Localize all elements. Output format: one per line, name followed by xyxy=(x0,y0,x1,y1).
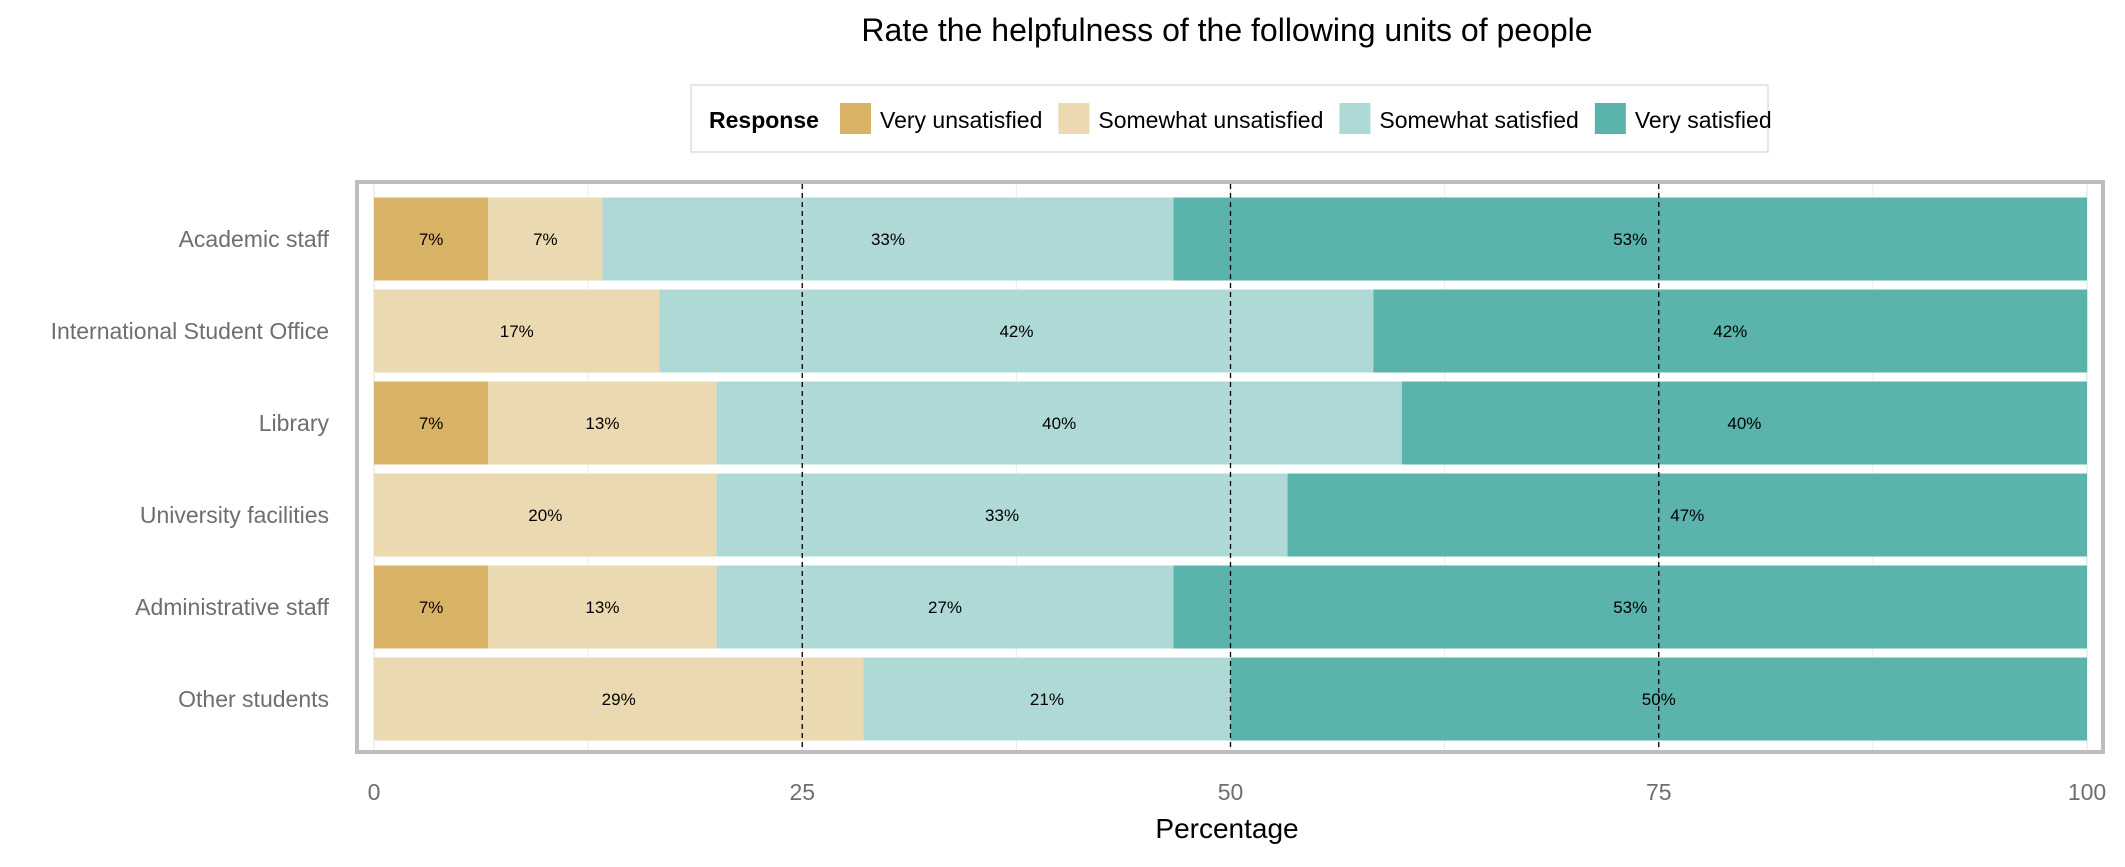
data-label: 7% xyxy=(419,598,444,617)
x-tick-label: 0 xyxy=(368,779,381,805)
bar-segment xyxy=(374,565,489,649)
plot-area: 7% 7% 33% 53% 17% 42% 42% 7% 13% 40% 40% 20% 33% 47% 7… xyxy=(51,180,2107,805)
x-tick-label: 50 xyxy=(1218,779,1244,805)
data-labels: 7% 7% 33% 53% 17% 42% 42% 7% 13% 40% 40% 20% 33% 47% 7… xyxy=(419,230,1762,709)
bar-segment xyxy=(488,197,603,281)
x-tick-label: 100 xyxy=(2068,779,2106,805)
bar-segment xyxy=(488,565,717,649)
chart-title: Rate the helpfulness of the following un… xyxy=(861,12,1592,48)
bar-segment xyxy=(659,289,1374,373)
bar-segment xyxy=(374,473,717,557)
bar-segment xyxy=(716,473,1288,557)
data-label: 13% xyxy=(585,598,619,617)
y-tick-label: International Student Office xyxy=(51,318,329,344)
x-tick-label: 75 xyxy=(1646,779,1672,805)
bars xyxy=(374,197,2088,741)
data-label: 7% xyxy=(419,414,444,433)
data-label: 42% xyxy=(1713,322,1747,341)
bar-segment xyxy=(1173,565,2087,649)
legend-item-label: Somewhat satisfied xyxy=(1379,107,1578,133)
data-label: 50% xyxy=(1642,690,1676,709)
y-tick-label: Other students xyxy=(178,686,329,712)
bar-segment xyxy=(374,197,489,281)
data-label: 42% xyxy=(999,322,1033,341)
bar-segment xyxy=(1287,473,2087,557)
bar-segment xyxy=(1373,289,2088,373)
bar-segment xyxy=(863,657,1231,741)
bar-segment xyxy=(1173,197,2087,281)
legend: Response Very unsatisfied Somewhat unsatis… xyxy=(690,84,1772,153)
bar-segment xyxy=(488,381,717,465)
data-label: 21% xyxy=(1030,690,1064,709)
reference-lines xyxy=(801,184,1660,750)
data-label: 29% xyxy=(602,690,636,709)
legend-swatch xyxy=(1058,103,1090,134)
data-label: 7% xyxy=(533,230,558,249)
data-label: 53% xyxy=(1613,230,1647,249)
y-tick-label: Academic staff xyxy=(179,226,330,252)
data-label: 27% xyxy=(928,598,962,617)
legend-swatch xyxy=(840,103,871,134)
legend-item-label: Very satisfied xyxy=(1635,107,1772,133)
x-axis-title: Percentage xyxy=(1155,813,1298,844)
x-tick-label: 25 xyxy=(789,779,815,805)
data-label: 40% xyxy=(1042,414,1076,433)
legend-title: Response xyxy=(709,107,819,133)
data-label: 40% xyxy=(1727,414,1761,433)
y-tick-label: Library xyxy=(259,410,330,436)
bar-segment xyxy=(1401,381,2087,465)
data-label: 13% xyxy=(585,414,619,433)
legend-swatch xyxy=(1594,103,1626,134)
legend-swatch xyxy=(1339,103,1371,134)
data-label: 20% xyxy=(528,506,562,525)
bar-segment xyxy=(374,381,489,465)
y-tick-label: University facilities xyxy=(140,502,329,528)
y-axis-labels: Academic staff International Student Offi… xyxy=(51,226,330,712)
legend-item-label: Very unsatisfied xyxy=(880,107,1042,133)
y-tick-label: Administrative staff xyxy=(135,594,329,620)
data-label: 53% xyxy=(1613,598,1647,617)
data-label: 33% xyxy=(871,230,905,249)
legend-item-label: Somewhat unsatisfied xyxy=(1098,107,1323,133)
bar-segment xyxy=(374,289,660,373)
data-label: 7% xyxy=(419,230,444,249)
data-label: 33% xyxy=(985,506,1019,525)
bar-segment xyxy=(602,197,1174,281)
bar-segment xyxy=(716,381,1402,465)
bar-segment xyxy=(716,565,1174,649)
x-axis-ticks: 0 25 50 75 100 xyxy=(368,779,2107,805)
data-label: 17% xyxy=(500,322,534,341)
data-label: 47% xyxy=(1670,506,1704,525)
bar-segment xyxy=(374,657,864,741)
